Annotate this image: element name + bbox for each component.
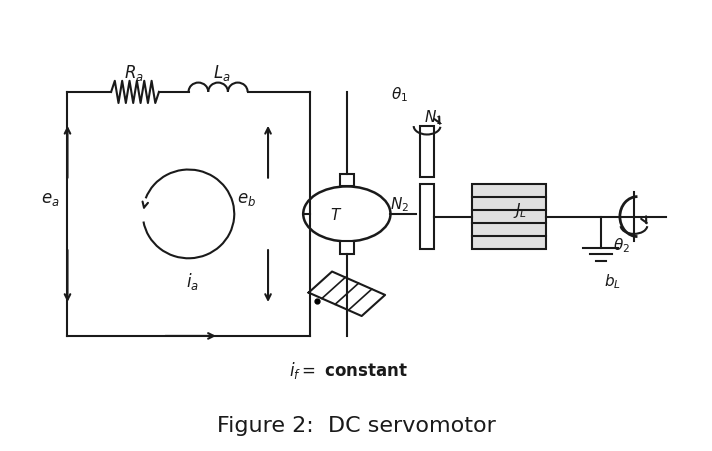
Text: $b_L$: $b_L$	[604, 272, 622, 290]
Text: $L_a$: $L_a$	[214, 63, 231, 83]
Text: $N_2$: $N_2$	[390, 195, 409, 214]
Text: $N_1$: $N_1$	[424, 108, 443, 126]
Text: $i_a$: $i_a$	[187, 270, 199, 291]
Text: Figure 2:  DC servomotor: Figure 2: DC servomotor	[216, 415, 496, 435]
Text: $J_L$: $J_L$	[513, 201, 527, 220]
Bar	[340, 242, 354, 254]
Text: $e_b$: $e_b$	[237, 190, 256, 208]
Text: $i_f=$ constant: $i_f=$ constant	[290, 359, 409, 380]
Bar	[420, 127, 434, 178]
Text: $e_a$: $e_a$	[41, 190, 59, 208]
Bar	[340, 175, 354, 187]
Bar	[472, 184, 546, 250]
Bar	[420, 184, 434, 250]
Text: $R_a$: $R_a$	[125, 63, 145, 83]
Text: $\theta_2$: $\theta_2$	[614, 236, 631, 255]
Text: $T$: $T$	[330, 207, 342, 222]
Text: $\theta_1$: $\theta_1$	[391, 86, 408, 104]
